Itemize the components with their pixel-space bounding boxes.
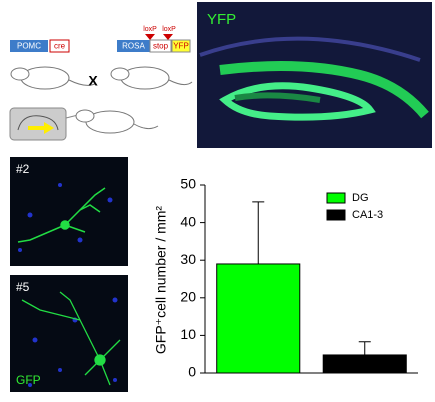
stop-box <box>149 39 172 53</box>
rosa-box <box>117 40 150 52</box>
y-tick-label: 10 <box>180 326 196 342</box>
mouse <box>110 66 193 90</box>
legend-swatch <box>326 192 346 204</box>
yfp-label: YFP <box>173 42 189 51</box>
error-bar <box>252 201 265 264</box>
brain-outline <box>17 115 59 131</box>
image-label: #5 <box>16 280 30 294</box>
error-bar <box>358 341 371 355</box>
cre-box <box>49 39 70 53</box>
bar-chart: GFP⁺cell number / mm² 0 10 20 30 40 50 DG CA1-3 <box>153 176 418 380</box>
schematic: POMC cre X ROSA stop YFP loxP loxP <box>9 26 193 141</box>
y-axis-label: GFP⁺cell number / mm² <box>153 206 169 355</box>
legend-swatch <box>326 209 346 221</box>
y-tick-label: 30 <box>180 251 196 267</box>
loxp-label: loxP <box>143 26 157 33</box>
mouse <box>10 66 96 90</box>
pomc-label: POMC <box>17 42 41 51</box>
pomc-box <box>10 40 48 52</box>
yfp-box <box>171 39 191 53</box>
image-label: #2 <box>16 162 30 176</box>
hippocampus-image: YFP <box>197 2 432 148</box>
y-tick-label: 20 <box>180 289 196 305</box>
image-label: YFP <box>207 11 236 28</box>
y-tick-label: 40 <box>180 213 196 229</box>
cre-label: cre <box>54 42 66 51</box>
image-label: GFP <box>16 373 41 387</box>
loxp-label: loxP <box>162 26 176 33</box>
cell-image: #5 GFP <box>10 275 128 392</box>
legend-label: CA1-3 <box>352 209 383 221</box>
bar <box>216 263 301 374</box>
legend-label: DG <box>352 192 369 204</box>
mouse <box>75 109 159 134</box>
y-tick-label: 0 <box>188 364 196 380</box>
stop-label: stop <box>153 42 169 51</box>
cell-image: #2 <box>10 157 128 266</box>
brain-inset <box>9 107 67 141</box>
y-tick-label: 50 <box>180 176 196 192</box>
bar <box>322 354 407 374</box>
cross-label: X <box>88 73 98 89</box>
rosa-label: ROSA <box>122 42 145 51</box>
loxp-sites <box>145 34 173 40</box>
arrow <box>28 122 54 134</box>
